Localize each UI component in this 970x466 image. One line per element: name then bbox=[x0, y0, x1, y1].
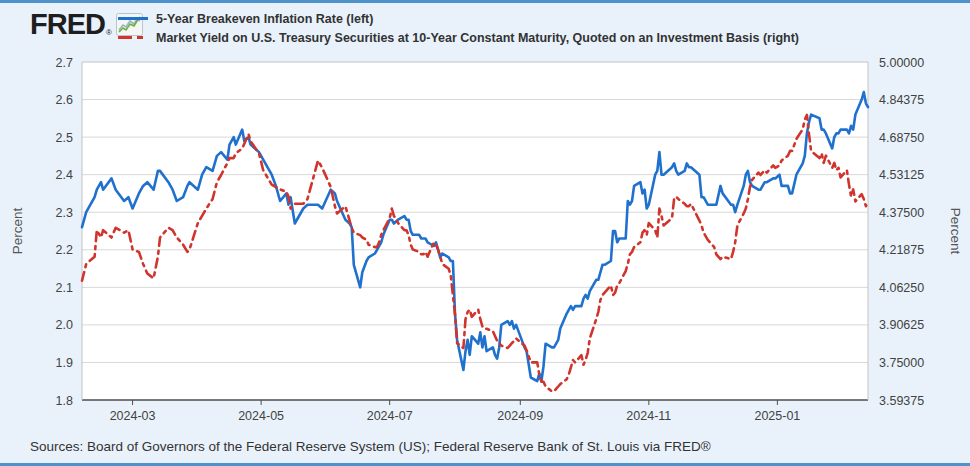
right-axis-tick-label: 4.21875 bbox=[879, 243, 924, 257]
legend-label-breakeven: 5-Year Breakeven Inflation Rate (left) bbox=[156, 12, 373, 26]
right-axis-tick-label: 4.37500 bbox=[879, 206, 924, 220]
left-axis-tick-label: 2.5 bbox=[56, 131, 73, 145]
legend-item-treasury: Market Yield on U.S. Treasury Securities… bbox=[118, 28, 799, 47]
legend-key-dashed-line-icon bbox=[118, 36, 148, 39]
left-axis-tick-label: 2.1 bbox=[56, 281, 73, 295]
right-axis-title: Percent bbox=[948, 208, 963, 255]
right-axis-tick-label: 5.00000 bbox=[879, 56, 924, 70]
left-axis-tick-label: 2.7 bbox=[56, 56, 73, 70]
right-axis-tick-label: 4.53125 bbox=[879, 168, 924, 182]
legend-key-solid-line-icon bbox=[118, 17, 148, 20]
left-axis-tick-label: 2.3 bbox=[56, 206, 73, 220]
left-axis-tick-label: 1.9 bbox=[56, 356, 73, 370]
left-axis-title: Percent bbox=[10, 207, 25, 254]
chart-footer: Sources: Board of Governors of the Feder… bbox=[30, 439, 950, 454]
registered-trademark-icon: ® bbox=[106, 28, 112, 37]
chart-canvas: 2.7 5.00000 2.6 4.84375 2.5 4.68750 2.4 4.53125… bbox=[0, 0, 970, 437]
left-axis-tick-label: 2.0 bbox=[56, 318, 73, 332]
right-axis-tick-label: 4.68750 bbox=[879, 131, 924, 145]
right-axis-tick-label: 4.84375 bbox=[879, 93, 924, 107]
plot-area bbox=[82, 62, 868, 400]
x-axis-tick-label: 2024-03 bbox=[110, 409, 156, 423]
x-axis-tick-label: 2024-05 bbox=[238, 409, 284, 423]
left-axis-tick-label: 2.6 bbox=[56, 93, 73, 107]
right-axis-tick-label: 3.90625 bbox=[879, 318, 924, 332]
right-axis-tick-label: 3.75000 bbox=[879, 356, 924, 370]
x-axis-tick-label: 2024-07 bbox=[367, 409, 413, 423]
right-axis-tick-label: 3.59375 bbox=[879, 394, 924, 408]
left-axis-tick-label: 2.2 bbox=[56, 243, 73, 257]
left-axis-tick-label: 2.4 bbox=[56, 168, 73, 182]
left-axis-tick-label: 1.8 bbox=[56, 394, 73, 408]
legend-item-breakeven: 5-Year Breakeven Inflation Rate (left) bbox=[118, 9, 799, 28]
legend-label-treasury: Market Yield on U.S. Treasury Securities… bbox=[156, 31, 799, 45]
fred-logo-text: FRED bbox=[30, 9, 105, 39]
right-axis-tick-label: 4.06250 bbox=[879, 281, 924, 295]
x-axis-tick-label: 2025-01 bbox=[754, 409, 800, 423]
chart-legend: 5-Year Breakeven Inflation Rate (left) M… bbox=[118, 9, 799, 47]
x-axis-tick-label: 2024-11 bbox=[626, 409, 671, 423]
sources-text: Sources: Board of Governors of the Feder… bbox=[30, 439, 711, 454]
x-axis-tick-label: 2024-09 bbox=[497, 409, 543, 423]
